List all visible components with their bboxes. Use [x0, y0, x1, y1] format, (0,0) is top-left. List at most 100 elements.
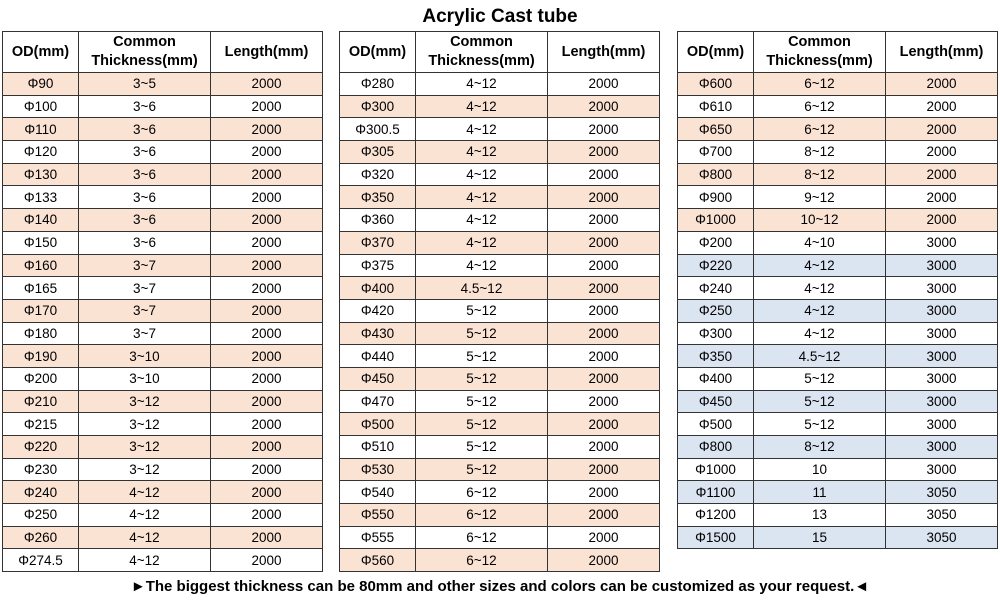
thickness-cell: 3~6 [78, 117, 211, 142]
od-cell: Φ500 [677, 412, 754, 436]
od-cell: Φ400 [677, 366, 754, 391]
od-cell: Φ320 [339, 162, 416, 187]
thickness-cell: 9~12 [753, 185, 886, 210]
table-row: Φ320 4~12 2000 [339, 162, 660, 187]
thickness-cell: 3~12 [78, 389, 211, 414]
od-cell: Φ220 [2, 435, 79, 459]
table-row: Φ550 6~12 2000 [339, 503, 660, 527]
length-cell: 2000 [547, 344, 660, 368]
table-body: Φ280 4~12 2000 Φ300 4~12 2000 Φ300.5 4~12 2000 Φ3… [339, 72, 660, 573]
table-row: Φ1200 13 3050 [677, 503, 998, 527]
od-cell: Φ375 [339, 253, 416, 278]
table-row: Φ1000 10 3000 [677, 457, 998, 482]
thickness-cell: 8~12 [753, 162, 886, 187]
length-cell: 2000 [885, 185, 998, 210]
length-cell: 2000 [210, 253, 323, 278]
od-cell: Φ800 [677, 162, 754, 187]
od-cell: Φ110 [2, 117, 79, 142]
length-cell: 2000 [547, 525, 660, 550]
length-header: Length(mm) [885, 31, 998, 73]
od-cell: Φ900 [677, 185, 754, 210]
thickness-cell: 4~12 [415, 94, 548, 119]
thickness-cell: 3~6 [78, 185, 211, 210]
thickness-cell: 6~12 [415, 548, 548, 573]
table-row: Φ610 6~12 2000 [677, 94, 998, 119]
table-row: Φ420 5~12 2000 [339, 298, 660, 323]
od-cell: Φ133 [2, 185, 79, 210]
thickness-header-line1: Common [113, 34, 176, 50]
od-header: OD(mm) [339, 31, 416, 73]
length-cell: 3000 [885, 412, 998, 436]
thickness-cell: 4~12 [415, 72, 548, 96]
length-cell: 2000 [210, 389, 323, 414]
length-cell: 2000 [547, 298, 660, 323]
od-cell: Φ530 [339, 457, 416, 482]
thickness-cell: 4~12 [78, 525, 211, 550]
od-cell: Φ250 [677, 298, 754, 323]
thickness-cell: 4.5~12 [753, 344, 886, 368]
length-cell: 2000 [210, 230, 323, 255]
thickness-cell: 5~12 [753, 412, 886, 436]
thickness-cell: 3~7 [78, 298, 211, 323]
od-cell: Φ1200 [677, 503, 754, 527]
table-row: Φ400 4.5~12 2000 [339, 276, 660, 300]
length-cell: 2000 [547, 480, 660, 505]
od-cell: Φ140 [2, 208, 79, 232]
thickness-cell: 6~12 [415, 480, 548, 505]
table-header-row: OD(mm) Common Thickness(mm) Length(mm) [2, 31, 323, 73]
length-cell: 2000 [547, 503, 660, 527]
table-row: Φ450 5~12 2000 [339, 366, 660, 391]
table-row: Φ900 9~12 2000 [677, 185, 998, 210]
table-row: Φ215 3~12 2000 [2, 412, 323, 436]
length-cell: 2000 [210, 117, 323, 142]
length-cell: 2000 [210, 185, 323, 210]
thickness-cell: 5~12 [415, 412, 548, 436]
table-row: Φ440 5~12 2000 [339, 344, 660, 368]
table-row: Φ170 3~7 2000 [2, 298, 323, 323]
od-cell: Φ230 [2, 457, 79, 482]
od-cell: Φ400 [339, 276, 416, 300]
length-cell: 2000 [210, 344, 323, 368]
size-table-2: OD(mm) Common Thickness(mm) Length(mm) Φ2… [339, 31, 660, 573]
length-cell: 3000 [885, 457, 998, 482]
thickness-cell: 3~7 [78, 276, 211, 300]
thickness-cell: 3~10 [78, 344, 211, 368]
od-cell: Φ150 [2, 230, 79, 255]
thickness-cell: 10 [753, 457, 886, 482]
thickness-cell: 3~6 [78, 140, 211, 164]
table-row: Φ160 3~7 2000 [2, 253, 323, 278]
table-row: Φ180 3~7 2000 [2, 321, 323, 346]
thickness-cell: 4~12 [415, 208, 548, 232]
od-cell: Φ370 [339, 230, 416, 255]
thickness-header-line1: Common [788, 34, 851, 50]
length-cell: 2000 [547, 72, 660, 96]
table-row: Φ470 5~12 2000 [339, 389, 660, 414]
od-cell: Φ274.5 [2, 548, 79, 573]
length-cell: 2000 [547, 185, 660, 210]
length-cell: 3000 [885, 366, 998, 391]
table-body: Φ600 6~12 2000 Φ610 6~12 2000 Φ650 6~12 2000 Φ700… [677, 72, 998, 550]
od-cell: Φ300.5 [339, 117, 416, 142]
length-header: Length(mm) [210, 31, 323, 73]
thickness-cell: 13 [753, 503, 886, 527]
table-row: Φ240 4~12 3000 [677, 276, 998, 300]
length-cell: 3050 [885, 525, 998, 550]
table-row: Φ150 3~6 2000 [2, 230, 323, 255]
length-cell: 2000 [547, 389, 660, 414]
length-cell: 2000 [210, 548, 323, 573]
od-cell: Φ600 [677, 72, 754, 96]
size-table-1: OD(mm) Common Thickness(mm) Length(mm) Φ9… [2, 31, 323, 573]
length-cell: 3000 [885, 230, 998, 255]
table-row: Φ500 5~12 3000 [677, 412, 998, 436]
thickness-cell: 5~12 [415, 344, 548, 368]
table-row: Φ510 5~12 2000 [339, 435, 660, 459]
thickness-cell: 6~12 [753, 72, 886, 96]
length-cell: 3050 [885, 480, 998, 505]
od-cell: Φ1500 [677, 525, 754, 550]
table-row: Φ140 3~6 2000 [2, 208, 323, 232]
table-row: Φ555 6~12 2000 [339, 525, 660, 550]
length-cell: 2000 [885, 140, 998, 164]
length-cell: 3000 [885, 389, 998, 414]
od-cell: Φ280 [339, 72, 416, 96]
thickness-cell: 3~5 [78, 72, 211, 96]
